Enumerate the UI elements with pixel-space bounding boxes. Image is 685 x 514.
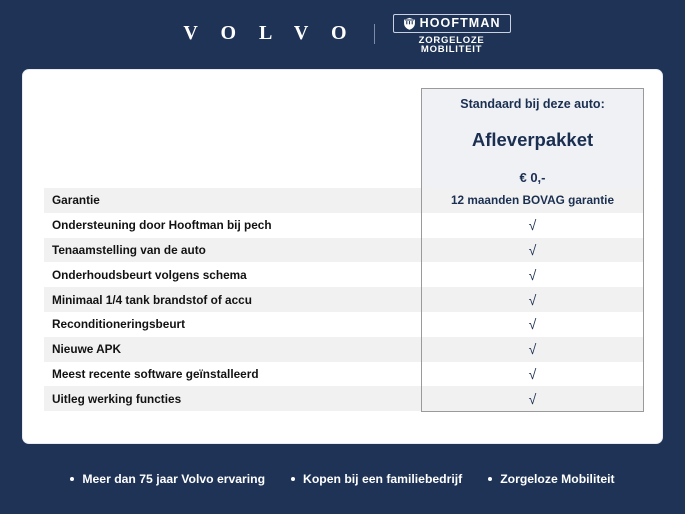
content-card: Standaard bij deze auto: Afleverpakket €… [22, 69, 663, 444]
shield-icon [403, 17, 416, 30]
row-check-icon: √ [528, 316, 537, 333]
footer-usp-item: Meer dan 75 jaar Volvo ervaring [70, 472, 265, 486]
table-row: Ondersteuning door Hooftman bij pech √ [44, 212, 644, 238]
row-check-icon: √ [528, 390, 537, 407]
hooftman-logo-box: HOOFTMAN [392, 13, 511, 33]
brand-header: V O L V O HOOFTMAN ZORGELOZE MOBILITEIT [0, 0, 685, 68]
footer-usp-label: Zorgeloze Mobiliteit [500, 472, 615, 486]
hooftman-tagline: ZORGELOZE MOBILITEIT [418, 34, 485, 55]
row-check-icon: √ [528, 241, 537, 258]
row-label: Uitleg werking functies [52, 391, 182, 406]
footer-usp-label: Meer dan 75 jaar Volvo ervaring [82, 472, 266, 486]
footer-usps: Meer dan 75 jaar Volvo ervaring Kopen bij… [0, 444, 685, 514]
row-label: Tenaamstelling van de auto [52, 242, 206, 257]
table-row: Tenaamstelling van de auto √ [44, 237, 644, 263]
logo-divider [373, 24, 375, 44]
row-check-icon: √ [528, 341, 537, 358]
row-label: Nieuwe APK [52, 342, 122, 357]
bullet-icon [291, 477, 296, 481]
table-body: Garantie 12 maanden BOVAG garantie Onderst… [44, 188, 644, 412]
row-check-icon: √ [528, 291, 537, 308]
row-value: 12 maanden BOVAG garantie [450, 192, 615, 207]
features-table: Standaard bij deze auto: Afleverpakket €… [44, 88, 644, 412]
table-row: Garantie 12 maanden BOVAG garantie [44, 188, 644, 213]
table-row: Minimaal 1/4 tank brandstof of accu √ [44, 287, 644, 312]
bullet-icon [488, 477, 493, 481]
hooftman-name: HOOFTMAN [419, 15, 501, 30]
row-label: Meest recente software geïnstalleerd [52, 366, 259, 381]
row-check-icon: √ [528, 266, 537, 283]
row-label: Onderhoudsbeurt volgens schema [52, 267, 247, 282]
volvo-wordmark: V O L V O [183, 22, 356, 44]
row-label: Reconditioneringsbeurt [52, 317, 186, 332]
row-check-icon: √ [528, 365, 537, 382]
package-title: Afleverpakket [471, 128, 594, 150]
row-label: Ondersteuning door Hooftman bij pech [52, 218, 272, 233]
footer-usp-item: Kopen bij een familiebedrijf [291, 472, 462, 486]
bullet-icon [70, 477, 75, 481]
table-row: Nieuwe APK √ [44, 336, 644, 362]
row-label: Garantie [52, 193, 100, 208]
table-row: Reconditioneringsbeurt √ [44, 311, 644, 337]
package-price: € 0,- [519, 170, 546, 185]
hooftman-logo: HOOFTMAN ZORGELOZE MOBILITEIT [392, 13, 511, 55]
footer-usp-item: Zorgeloze Mobiliteit [488, 472, 615, 486]
row-label: Minimaal 1/4 tank brandstof of accu [52, 292, 252, 307]
footer-usp-label: Kopen bij een familiebedrijf [303, 472, 463, 486]
table-row: Meest recente software geïnstalleerd √ [44, 361, 644, 387]
table-row: Onderhoudsbeurt volgens schema √ [44, 262, 644, 288]
table-row: Uitleg werking functies √ [44, 386, 644, 412]
package-kicker: Standaard bij deze auto: [460, 97, 605, 111]
package-column-header: Standaard bij deze auto: Afleverpakket €… [421, 88, 644, 188]
row-check-icon: √ [528, 217, 537, 234]
